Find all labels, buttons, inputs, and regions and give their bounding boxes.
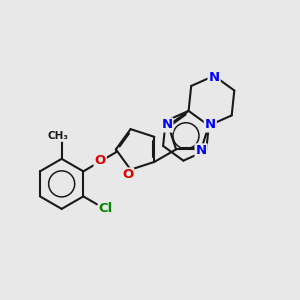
Text: Cl: Cl	[99, 202, 113, 215]
Text: N: N	[161, 118, 172, 131]
Text: CH₃: CH₃	[48, 131, 69, 141]
Text: N: N	[208, 71, 220, 84]
Text: N: N	[205, 118, 216, 131]
Text: O: O	[94, 154, 106, 167]
Text: O: O	[122, 168, 133, 182]
Text: N: N	[196, 144, 207, 158]
